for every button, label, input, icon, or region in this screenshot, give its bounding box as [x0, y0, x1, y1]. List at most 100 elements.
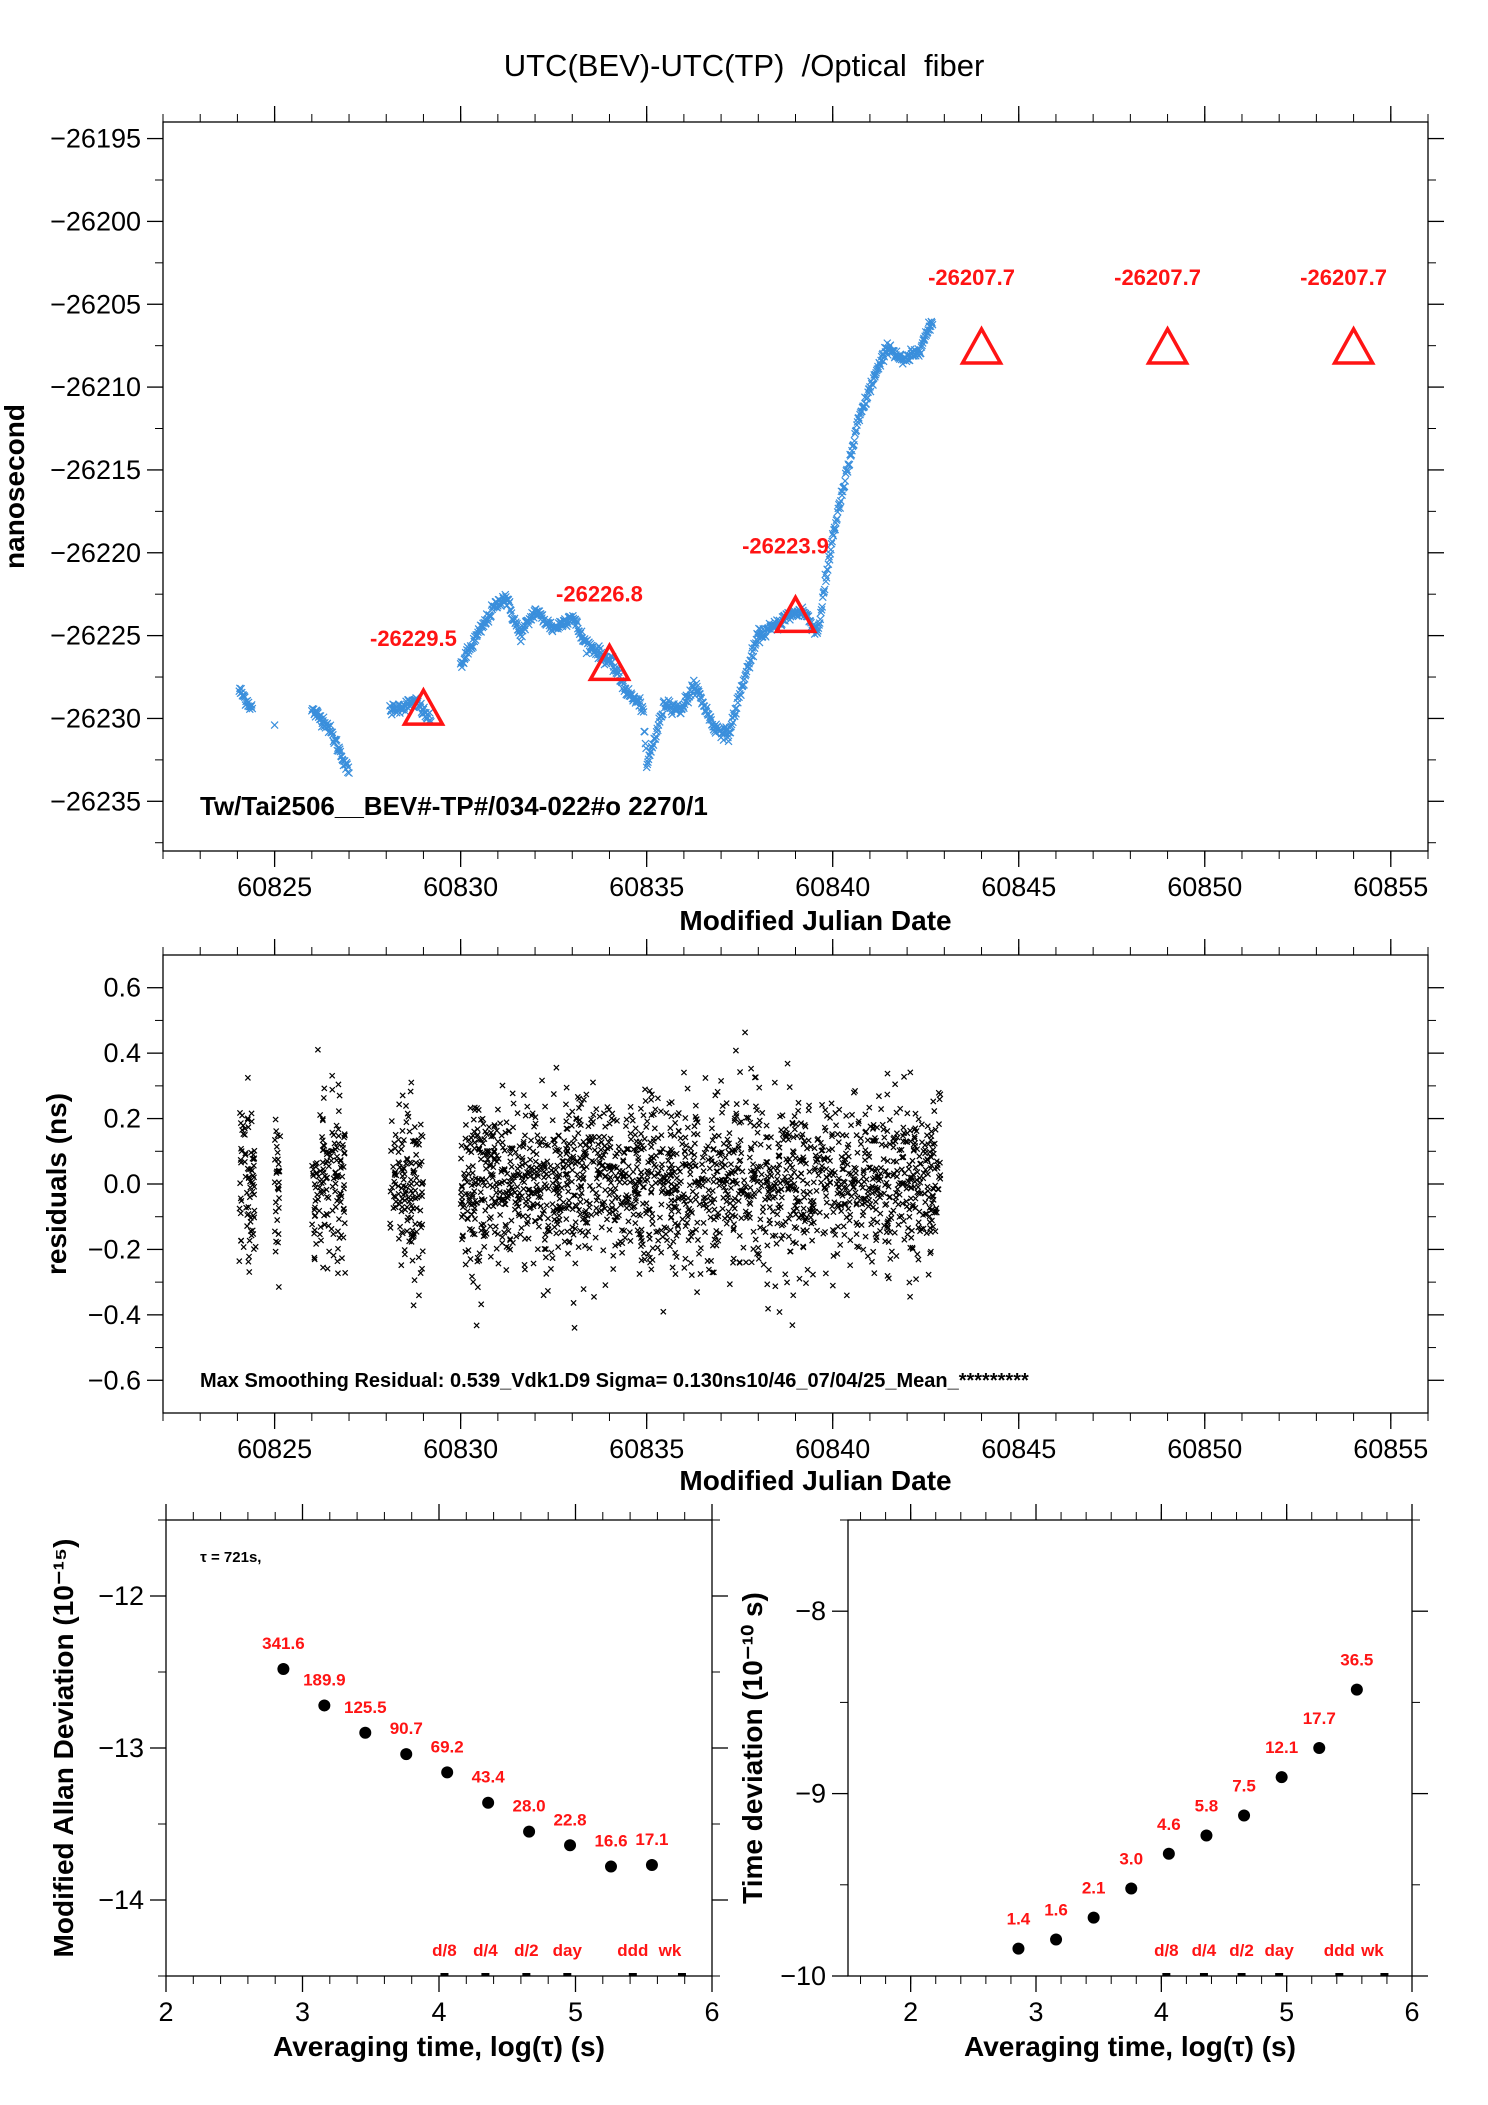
- residual-point: [319, 1137, 326, 1144]
- plot1-series: [235, 317, 937, 778]
- mdev-x-axis-label: Averaging time, log(τ) (s): [273, 2031, 605, 2062]
- residual-point: [722, 1154, 729, 1161]
- residual-point: [673, 1253, 680, 1261]
- residual-point: [800, 1188, 807, 1195]
- residual-point: [731, 1195, 738, 1202]
- residual-point: [501, 1147, 508, 1154]
- residual-point: [487, 1172, 494, 1179]
- residual-point: [406, 1128, 413, 1135]
- series-point: [846, 450, 854, 459]
- residual-point: [564, 1250, 571, 1257]
- residual-point: [641, 1135, 648, 1142]
- residual-point: [804, 1266, 811, 1273]
- residual-point: [542, 1246, 549, 1253]
- residual-point: [697, 1245, 704, 1252]
- residual-point: [778, 1194, 785, 1201]
- residual-point: [538, 1139, 545, 1146]
- residual-point: [700, 1195, 707, 1202]
- residual-point: [853, 1201, 860, 1208]
- residual-point: [742, 1029, 749, 1036]
- residual-point: [798, 1170, 805, 1177]
- residual-point: [807, 1143, 814, 1150]
- residual-point: [319, 1159, 326, 1166]
- residual-point: [244, 1115, 251, 1122]
- residual-point: [786, 1084, 793, 1091]
- residual-point: [400, 1165, 407, 1172]
- residual-point: [648, 1091, 655, 1098]
- residual-point: [505, 1188, 512, 1195]
- residual-point: [775, 1152, 782, 1159]
- residual-point: [598, 1207, 605, 1214]
- residual-point: [667, 1153, 674, 1160]
- residual-point: [625, 1163, 632, 1170]
- residual-point: [467, 1256, 474, 1263]
- residual-point: [594, 1194, 601, 1201]
- residual-point: [632, 1125, 639, 1132]
- residual-point: [765, 1305, 772, 1312]
- residual-point: [727, 1184, 735, 1191]
- tdev-data-point: [1200, 1829, 1213, 1842]
- series-point: [869, 381, 877, 389]
- residual-point: [622, 1123, 629, 1130]
- residual-point: [719, 1109, 726, 1116]
- residual-point: [923, 1230, 930, 1237]
- residual-point: [544, 1287, 551, 1294]
- residual-point: [493, 1189, 500, 1196]
- residual-point: [668, 1190, 675, 1197]
- residual-point: [754, 1129, 761, 1136]
- residual-point: [790, 1292, 797, 1299]
- residual-point: [729, 1259, 737, 1266]
- residual-point: [243, 1204, 250, 1211]
- residual-point: [390, 1163, 397, 1170]
- residual-point: [574, 1171, 581, 1178]
- residual-point: [249, 1179, 256, 1186]
- residual-point: [313, 1170, 320, 1177]
- residual-point: [811, 1167, 818, 1174]
- residual-point: [462, 1135, 469, 1142]
- residual-point: [840, 1223, 847, 1230]
- residual-point: [325, 1163, 332, 1170]
- residual-point: [555, 1181, 562, 1188]
- plot1-y-tick-label: −26225: [50, 621, 141, 651]
- residual-point: [636, 1270, 643, 1277]
- residual-point: [806, 1168, 813, 1175]
- residual-point: [682, 1154, 689, 1161]
- residual-point: [759, 1208, 766, 1215]
- residual-point: [795, 1099, 802, 1106]
- residual-point: [836, 1184, 843, 1191]
- residual-point: [759, 1109, 766, 1116]
- plot1-x-tick-label: 60855: [1353, 872, 1428, 902]
- series-point: [919, 336, 928, 344]
- residual-point: [531, 1123, 538, 1130]
- residual-point: [569, 1167, 576, 1174]
- residual-point: [388, 1147, 395, 1154]
- residual-point: [575, 1184, 582, 1191]
- residual-point: [755, 1255, 762, 1262]
- residual-point: [823, 1193, 830, 1200]
- series-point: [482, 619, 490, 628]
- page-title: UTC(BEV)-UTC(TP) /Optical fiber: [503, 48, 985, 83]
- reference-value-label: -26207.7: [928, 265, 1015, 290]
- residual-point: [591, 1147, 598, 1154]
- residual-point: [675, 1208, 682, 1215]
- residual-point: [395, 1190, 402, 1197]
- residual-point: [635, 1155, 642, 1162]
- residual-point: [525, 1213, 532, 1220]
- residual-point: [927, 1165, 934, 1172]
- residual-point: [644, 1172, 651, 1179]
- residual-point: [887, 1255, 894, 1262]
- residual-point: [246, 1268, 253, 1276]
- series-point: [852, 421, 861, 429]
- residual-point: [601, 1143, 608, 1150]
- residual-point: [329, 1183, 336, 1190]
- residual-point: [869, 1190, 876, 1197]
- residual-point: [482, 1207, 489, 1214]
- residual-point: [582, 1142, 589, 1149]
- residual-point: [726, 1130, 733, 1137]
- residual-point: [890, 1172, 897, 1179]
- residual-point: [636, 1138, 643, 1145]
- residual-point: [915, 1219, 922, 1226]
- residual-point: [410, 1169, 417, 1176]
- residual-point: [646, 1087, 653, 1094]
- tdev-interval-marker: [1380, 1973, 1389, 1976]
